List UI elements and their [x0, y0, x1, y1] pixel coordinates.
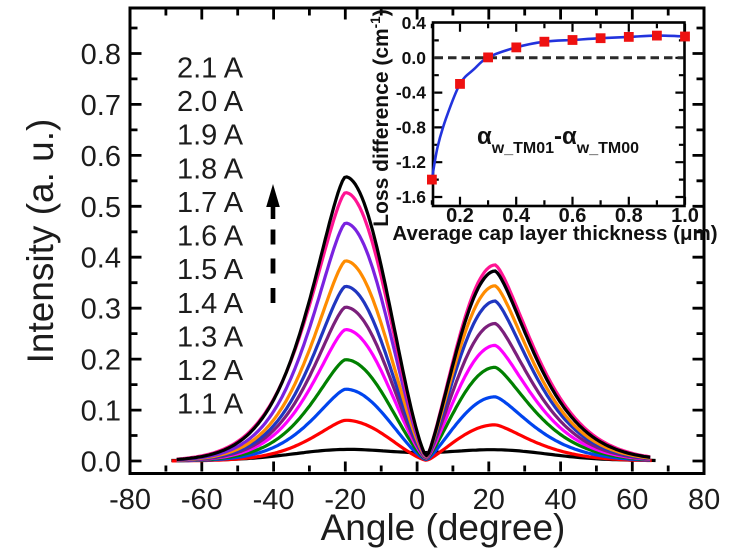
svg-text:2.1 A: 2.1 A	[177, 53, 244, 85]
svg-text:1.8 A: 1.8 A	[177, 153, 244, 185]
svg-text:-60: -60	[181, 484, 223, 516]
svg-text:0.2: 0.2	[446, 205, 474, 227]
svg-text:0.6: 0.6	[559, 205, 587, 227]
svg-text:0.4: 0.4	[81, 243, 121, 275]
svg-text:-20: -20	[324, 484, 366, 516]
svg-text:0.1: 0.1	[81, 396, 121, 428]
svg-text:1.7 A: 1.7 A	[177, 187, 244, 219]
svg-text:20: 20	[473, 484, 505, 516]
svg-text:0.8: 0.8	[615, 205, 643, 227]
svg-text:-80: -80	[109, 484, 151, 516]
svg-text:1.0: 1.0	[671, 205, 699, 227]
svg-text:-1.2: -1.2	[396, 152, 426, 172]
svg-text:0.5: 0.5	[81, 192, 121, 224]
svg-text:-0.8: -0.8	[396, 117, 426, 137]
svg-text:1.2 A: 1.2 A	[177, 355, 244, 387]
svg-text:Average cap layer thickness (μ: Average cap layer thickness (μm)	[392, 222, 717, 245]
svg-text:1.5 A: 1.5 A	[177, 254, 244, 286]
svg-text:αw_TM01-αw_TM00: αw_TM01-αw_TM00	[477, 123, 639, 157]
svg-text:1.6 A: 1.6 A	[177, 221, 244, 253]
svg-text:0.4: 0.4	[502, 205, 531, 227]
svg-text:60: 60	[616, 484, 648, 516]
svg-text:0.0: 0.0	[402, 48, 427, 68]
svg-text:1.9 A: 1.9 A	[177, 120, 244, 152]
svg-text:-1.6: -1.6	[396, 187, 426, 207]
svg-text:2.0 A: 2.0 A	[177, 86, 244, 118]
svg-text:0.8: 0.8	[81, 39, 121, 71]
svg-text:1.1 A: 1.1 A	[177, 389, 244, 421]
svg-text:0: 0	[409, 484, 425, 516]
svg-text:0.4: 0.4	[402, 13, 427, 33]
svg-text:1.4 A: 1.4 A	[177, 288, 244, 320]
svg-text:0.2: 0.2	[81, 345, 121, 377]
svg-text:40: 40	[544, 484, 576, 516]
svg-text:Loss difference (cm-1): Loss difference (cm-1)	[368, 9, 393, 226]
svg-text:0.0: 0.0	[81, 447, 121, 479]
svg-text:Intensity (a. u.): Intensity (a. u.)	[20, 119, 61, 364]
svg-text:1.3 A: 1.3 A	[177, 322, 244, 354]
svg-text:0.7: 0.7	[81, 90, 121, 122]
svg-text:80: 80	[688, 484, 720, 516]
svg-text:Angle (degree): Angle (degree)	[321, 507, 566, 548]
svg-text:0.6: 0.6	[81, 141, 121, 173]
svg-text:0.3: 0.3	[81, 294, 121, 326]
svg-text:-0.4: -0.4	[396, 83, 426, 103]
svg-text:-40: -40	[253, 484, 295, 516]
